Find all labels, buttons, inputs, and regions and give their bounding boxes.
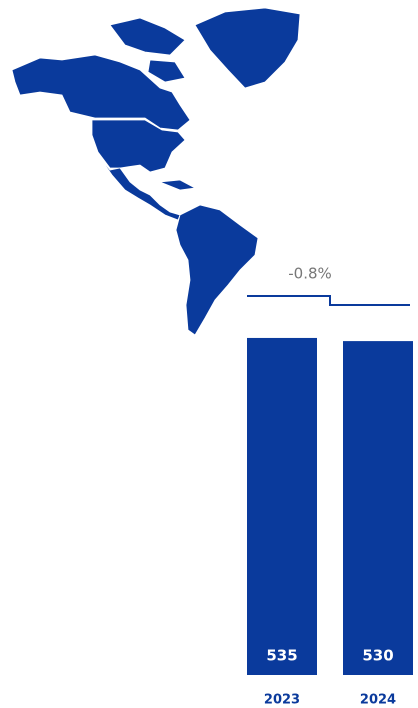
x-tick-label: 2023 <box>264 693 300 708</box>
x-tick-label: 2024 <box>360 693 396 708</box>
bar <box>247 337 317 675</box>
change-annotation: -0.8% <box>288 265 332 283</box>
value-label: 530 <box>362 647 393 665</box>
bar <box>343 341 413 675</box>
change-bracket <box>247 295 410 306</box>
americas-map <box>11 7 301 336</box>
value-label: 535 <box>266 647 297 665</box>
